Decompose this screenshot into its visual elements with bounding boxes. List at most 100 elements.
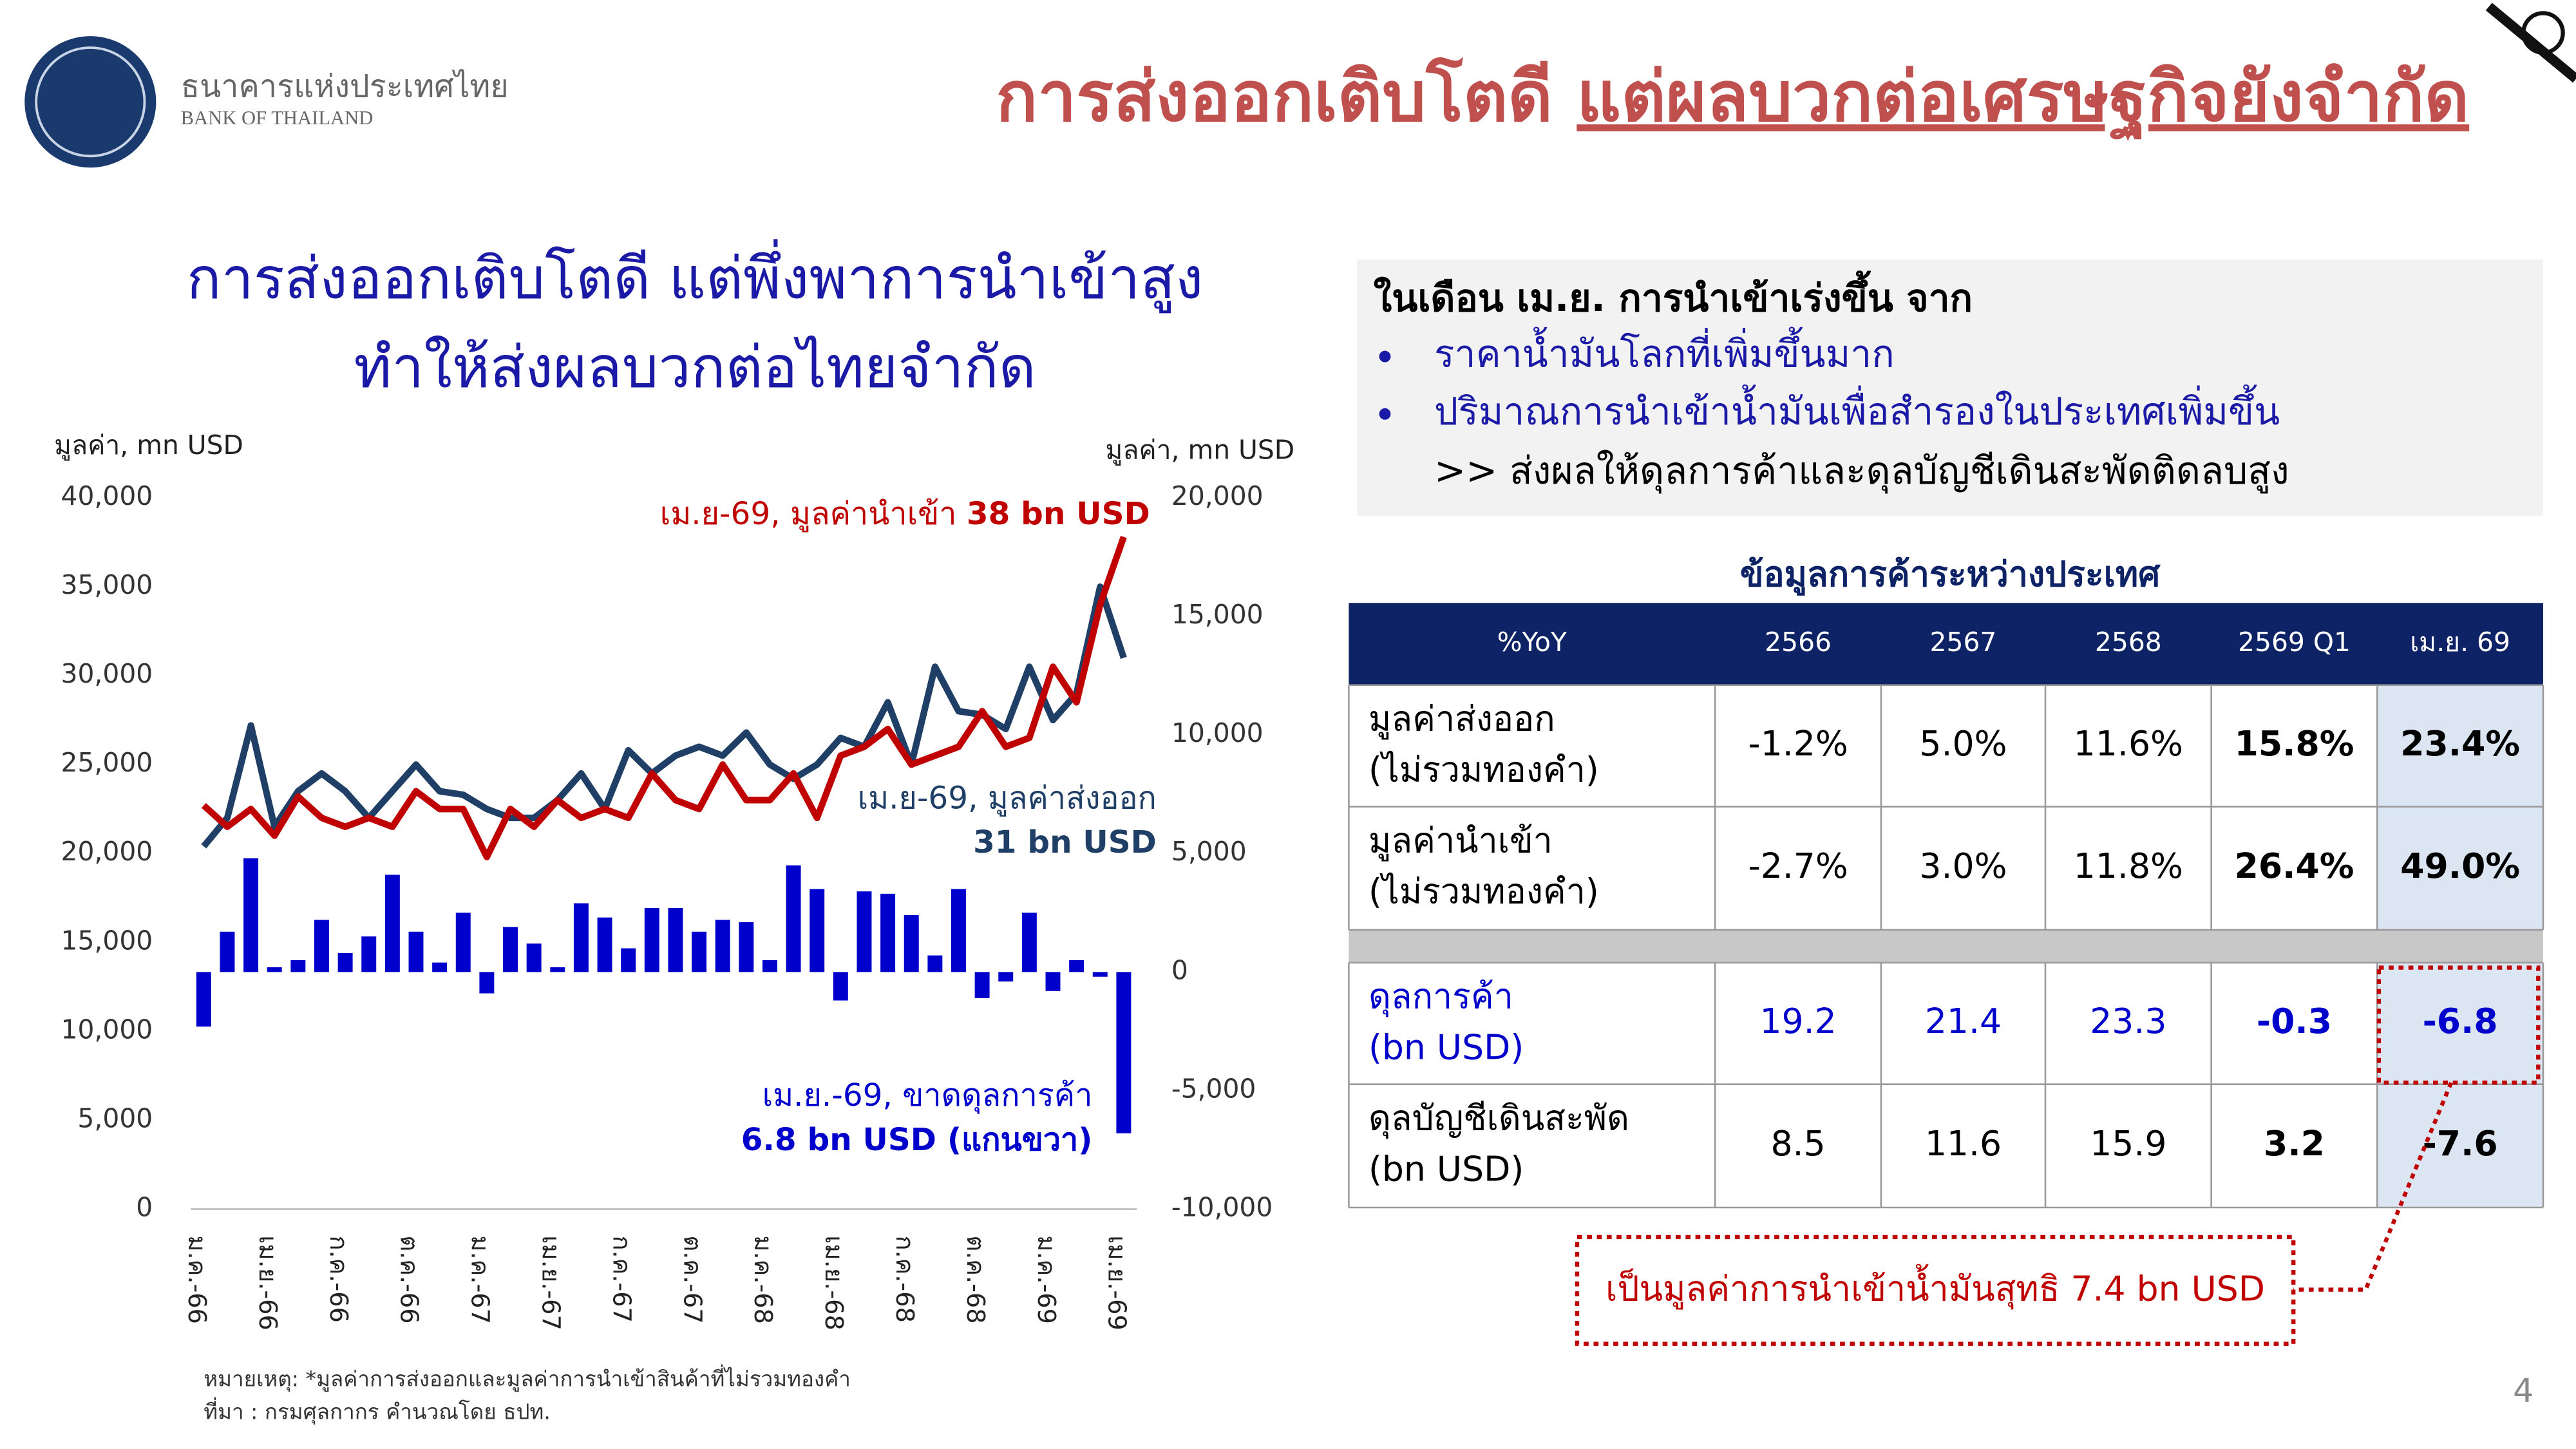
bar (361, 936, 377, 972)
y2-tick-label: 5,000 (1171, 836, 1247, 867)
bar (220, 931, 235, 972)
y2-tick-label: -10,000 (1171, 1192, 1273, 1223)
table-cell: -7.6 (2423, 1123, 2498, 1164)
table-cell: 8.5 (1770, 1123, 1825, 1164)
table-header-cell: 2566 (1765, 627, 1832, 658)
table-highlight (2377, 806, 2543, 930)
summary-conclusion: >> ส่งผลให้ดุลการค้าและดุลบัญชีเดินสะพัด… (1434, 449, 2289, 494)
table-cell: 23.4% (2400, 723, 2520, 764)
table-header-cell: เม.ย. 69 (2410, 627, 2510, 658)
y-tick-label: 40,000 (61, 480, 153, 511)
bar (762, 960, 777, 972)
x-tick-label: ต.ค.-66 (395, 1235, 424, 1323)
table-cell: 5.0% (1919, 723, 2007, 764)
summary-box (1357, 260, 2543, 516)
x-tick-label: เม.ย.-66 (253, 1235, 282, 1331)
annotation-text: เม.ย-69, มูลค่านำเข้า (660, 496, 957, 533)
table-cell: 19.2 (1759, 1001, 1836, 1041)
y2-tick-label: 10,000 (1171, 717, 1264, 748)
bar (904, 914, 919, 972)
table-row-label: (bn USD) (1368, 1149, 1524, 1189)
bar (880, 893, 896, 972)
table-cell: 21.4 (1925, 1001, 2002, 1041)
annotation-text: เม.ย.-69, ขาดดุลการค้า (762, 1077, 1093, 1114)
y-tick-label: 30,000 (61, 658, 153, 689)
x-tick-label: ก.ค.-67 (607, 1235, 636, 1323)
bar (715, 920, 730, 972)
bar (314, 920, 329, 972)
bar (479, 972, 495, 994)
table-header-cell: 2568 (2095, 627, 2162, 658)
table-header-cell: %YoY (1497, 627, 1567, 658)
table-cell: -2.7% (1748, 846, 1848, 886)
table-cell: 11.6% (2074, 723, 2183, 764)
ribbon (2485, 3, 2576, 83)
table-cell: 15.8% (2235, 723, 2354, 764)
table-row-label: มูลค่านำเข้า (1368, 820, 1553, 861)
x-tick-label: ม.ค.-68 (748, 1235, 777, 1324)
logo-ring (35, 46, 146, 158)
table-row-label: ดุลบัญชีเดินสะพัด (1368, 1097, 1629, 1139)
bar (1116, 972, 1132, 1133)
bar (668, 907, 683, 972)
chart-title: การส่งออกเติบโตดี แต่พึ่งพาการนำเข้าสูง (187, 239, 1204, 314)
table-row-label: (ไม่รวมทองคำ) (1368, 871, 1599, 911)
callout-text: เป็นมูลค่าการนำเข้าน้ำมันสุทธิ 7.4 bn US… (1605, 1264, 2265, 1310)
table-header-cell: 2567 (1930, 627, 1997, 658)
y-tick-label: 15,000 (61, 925, 153, 956)
bullet (1379, 408, 1391, 420)
table-title: ข้อมูลการค้าระหว่างประเทศ (1740, 554, 2161, 596)
bar (455, 913, 471, 972)
x-tick-label: ต.ค.-67 (677, 1235, 706, 1323)
x-tick-label: ต.ค.-68 (961, 1235, 990, 1323)
table-cell: 11.6 (1925, 1123, 2002, 1164)
y2-tick-label: 15,000 (1171, 599, 1264, 630)
bar (597, 917, 612, 972)
y-tick-label: 10,000 (61, 1014, 153, 1045)
y2-tick-label: 20,000 (1171, 480, 1264, 511)
table-header-bg (1349, 603, 2543, 685)
table-cell: -6.8 (2423, 1001, 2498, 1041)
y-tick-label: 5,000 (77, 1103, 153, 1133)
bar (550, 967, 565, 972)
x-tick-label: ม.ค.-69 (1032, 1235, 1061, 1324)
bar (1069, 960, 1084, 972)
summary-lead: ในเดือน เม.ย. การนำเข้าเร่งขึ้น จาก (1374, 270, 1973, 320)
slide-title: การส่งออกเติบโตดี แต่ผลบวกต่อเศรษฐกิจยัง… (996, 57, 2469, 142)
summary-bullet: ราคาน้ำมันโลกที่เพิ่มขึ้นมาก (1434, 327, 1895, 376)
table-highlight (2377, 685, 2543, 807)
line (201, 536, 1127, 860)
slide-title-space (1553, 57, 1577, 137)
bar (337, 952, 353, 972)
bar (573, 903, 589, 972)
callout-box (1575, 1235, 2296, 1346)
bar (621, 948, 636, 972)
slide-title-plain: การส่งออกเติบโตดี (996, 57, 1553, 137)
bar (644, 907, 659, 972)
bar (810, 889, 825, 972)
bar (432, 962, 448, 972)
bar (927, 955, 943, 972)
bar (998, 972, 1014, 982)
y-tick-label: 25,000 (61, 747, 153, 778)
bar (243, 858, 259, 972)
org-name-th: ธนาคารแห่งประเทศไทย (181, 69, 509, 105)
org-name-en: BANK OF THAILAND (181, 107, 374, 129)
x-tick-label: เม.ย.-69 (1103, 1235, 1132, 1331)
annotation-value: 38 bn USD (967, 496, 1150, 532)
table-row-label: (bn USD) (1368, 1027, 1524, 1068)
bar (384, 875, 400, 972)
y-tick-label: 35,000 (61, 569, 153, 600)
bar (974, 972, 990, 998)
table-cell: -0.3 (2257, 1001, 2332, 1041)
highlight-box (2376, 965, 2541, 1085)
bar (526, 943, 542, 972)
bar (196, 972, 211, 1027)
bar (786, 865, 801, 972)
slide-title-underlined: แต่ผลบวกต่อเศรษฐกิจยังจำกัด (1577, 57, 2469, 142)
y2-tick-label: 0 (1171, 954, 1188, 985)
y-tick-label: 0 (136, 1192, 153, 1223)
table-cell: 3.2 (2264, 1123, 2325, 1164)
bar (1045, 972, 1061, 991)
table-row-label: (ไม่รวมทองคำ) (1368, 750, 1599, 790)
